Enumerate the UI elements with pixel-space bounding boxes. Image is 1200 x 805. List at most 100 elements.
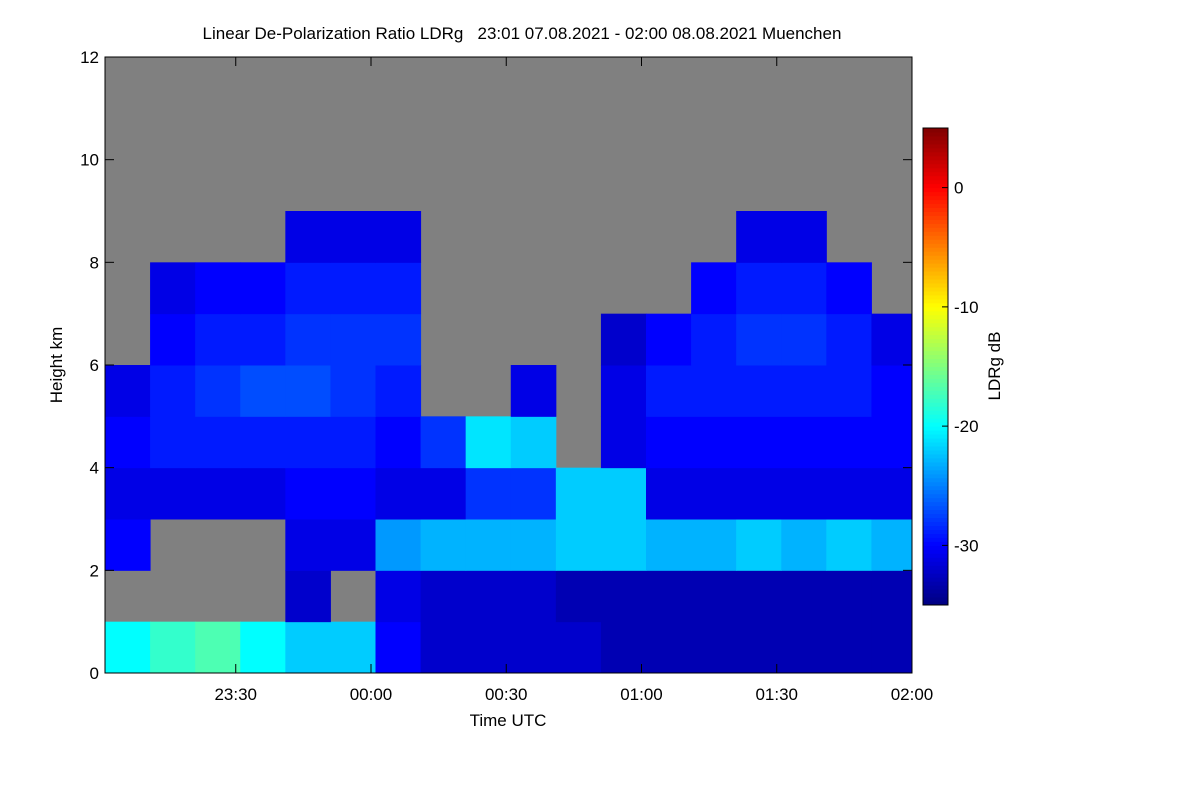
y-axis-label: Height km — [47, 327, 66, 404]
colorbar-step — [923, 505, 948, 511]
heatmap-cell — [150, 262, 196, 315]
heatmap-cell — [736, 519, 782, 571]
colorbar-step — [923, 203, 948, 208]
colorbar-step — [923, 585, 948, 590]
colorbar-step — [923, 187, 948, 193]
heatmap-cell — [375, 416, 422, 469]
colorbar-step — [923, 493, 948, 499]
colorbar-step — [923, 326, 948, 332]
colorbar-step — [923, 287, 948, 292]
heatmap-cell — [375, 365, 422, 417]
heatmap-cell — [285, 570, 331, 623]
colorbar-step — [923, 223, 948, 228]
colorbar-step — [923, 235, 948, 240]
colorbar — [923, 128, 948, 606]
colorbar-step — [923, 195, 948, 201]
heatmap-cell — [555, 519, 602, 571]
heatmap-cell — [150, 621, 196, 674]
heatmap-cell — [465, 621, 512, 674]
heatmap-cell — [691, 313, 737, 366]
colorbar-step — [923, 565, 948, 570]
colorbar-step — [923, 418, 948, 423]
colorbar-step — [923, 398, 948, 403]
heatmap-cell — [600, 365, 647, 417]
heatmap-cell — [375, 519, 422, 571]
colorbar-step — [923, 521, 948, 526]
colorbar-step — [923, 342, 948, 348]
heatmap-cell — [285, 621, 331, 674]
colorbar-step — [923, 322, 948, 328]
y-tick-label: 8 — [90, 253, 99, 272]
heatmap-cell — [600, 416, 647, 469]
colorbar-step — [923, 426, 948, 431]
colorbar-step — [923, 255, 948, 260]
chart-title: Linear De-Polarization Ratio LDRg 23:01 … — [203, 24, 842, 43]
colorbar-tick-label: -30 — [954, 536, 979, 555]
heatmap-cell — [736, 416, 782, 469]
colorbar-frame — [922, 127, 949, 606]
heatmap-cell — [691, 519, 737, 571]
x-tick-label: 02:00 — [891, 685, 934, 704]
colorbar-step — [923, 529, 948, 534]
colorbar-step — [923, 509, 948, 515]
colorbar-step — [923, 302, 948, 308]
x-axis-label: Time UTC — [470, 711, 547, 730]
heatmap-cell — [736, 313, 782, 366]
heatmap-cell — [195, 262, 241, 315]
heatmap-cell — [646, 416, 692, 469]
heatmap-cell — [781, 570, 827, 623]
colorbar-step — [923, 370, 948, 375]
y-tick-label: 4 — [90, 459, 99, 478]
colorbar-step — [923, 131, 948, 137]
heatmap-cell — [375, 211, 422, 263]
heatmap-cell — [871, 365, 913, 417]
heatmap-cell — [420, 519, 467, 571]
heatmap-cell — [105, 519, 151, 571]
heatmap-cell — [871, 313, 913, 366]
colorbar-step — [923, 465, 948, 471]
colorbar-tick-label: 0 — [954, 179, 963, 198]
colorbar-step — [923, 422, 948, 427]
heatmap-cell — [691, 365, 737, 417]
x-tick-label: 01:30 — [755, 685, 798, 704]
colorbar-step — [923, 569, 948, 574]
colorbar-step — [923, 151, 948, 157]
heatmap-cell — [781, 313, 827, 366]
colorbar-step — [923, 382, 948, 387]
colorbar-step — [923, 135, 948, 141]
heatmap-cell — [826, 365, 872, 417]
colorbar-step — [923, 537, 948, 542]
colorbar-step — [923, 378, 948, 383]
colorbar-step — [923, 410, 948, 415]
colorbar-step — [923, 155, 948, 161]
y-tick-label: 12 — [80, 48, 99, 67]
heatmap-cell — [736, 365, 782, 417]
colorbar-step — [923, 191, 948, 197]
heatmap-cell — [600, 313, 647, 366]
colorbar-step — [923, 438, 948, 443]
y-tick-label: 0 — [90, 664, 99, 683]
heatmap-cell — [600, 467, 647, 520]
colorbar-step — [923, 434, 948, 439]
heatmap-cell — [600, 570, 647, 623]
colorbar-step — [923, 581, 948, 586]
heatmap-cell — [736, 570, 782, 623]
colorbar-step — [923, 243, 948, 248]
colorbar-step — [923, 513, 948, 519]
heatmap-cell — [330, 416, 377, 469]
colorbar-step — [923, 457, 948, 463]
colorbar-step — [923, 390, 948, 395]
colorbar-step — [923, 545, 948, 550]
colorbar-step — [923, 477, 948, 483]
colorbar-step — [923, 298, 948, 304]
heatmap-cell — [826, 621, 872, 674]
colorbar-step — [923, 247, 948, 252]
heatmap-cell — [240, 467, 286, 520]
colorbar-step — [923, 219, 948, 224]
heatmap-cell — [195, 365, 241, 417]
heatmap-cell — [240, 262, 286, 315]
heatmap-cell — [285, 467, 331, 520]
colorbar-step — [923, 139, 948, 145]
heatmap-cell — [555, 621, 602, 674]
